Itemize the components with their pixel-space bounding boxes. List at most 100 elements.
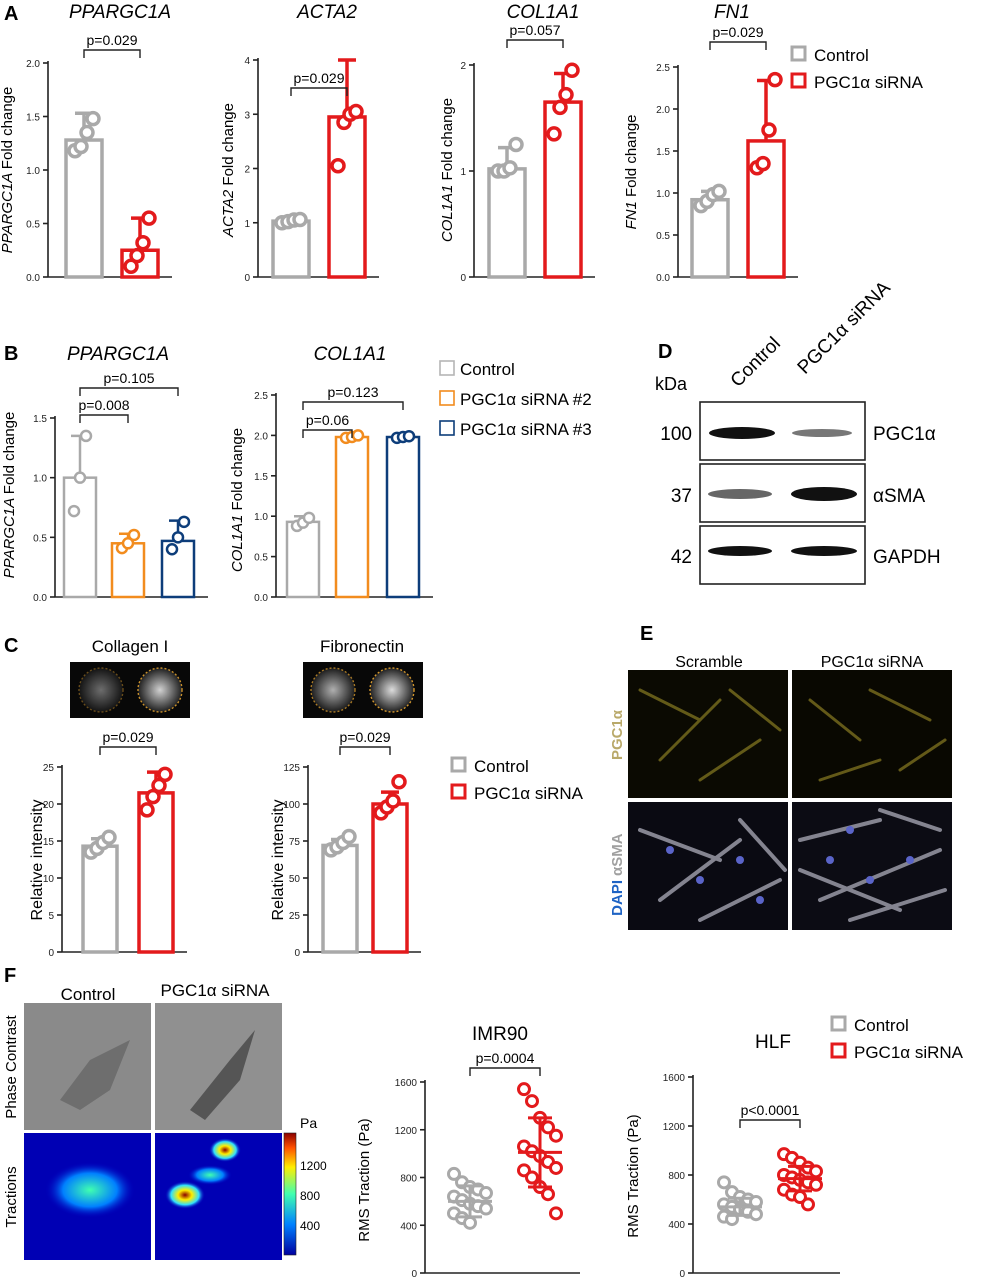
- y-tick-label: 1: [244, 219, 250, 230]
- colorbar-unit: Pa: [300, 1115, 317, 1131]
- blot-mw-42: 42: [671, 547, 692, 568]
- data-point: [157, 766, 173, 783]
- if-cells-yellow: [638, 688, 947, 782]
- data-point: [73, 138, 89, 155]
- panel-letter-a: A: [4, 3, 18, 25]
- bar: [137, 791, 175, 954]
- y-tick-label: 3: [244, 110, 250, 121]
- chart-title: HLF: [755, 1032, 791, 1053]
- data-point: [79, 429, 93, 443]
- data-point: [151, 777, 167, 794]
- data-point: [139, 802, 155, 818]
- y-tick-label: 2.0: [26, 59, 40, 70]
- data-point: [73, 471, 87, 484]
- chart-a-acta2: 0 1 2 3 4 ACTA2 ACTA2 Fold change p=0.029: [220, 2, 379, 284]
- chart-c-collagen: 0 5 10 15 20 25 Relative intensity p=0.029: [29, 729, 187, 959]
- y-tick-label: 1200: [663, 1122, 686, 1133]
- data-point: [525, 1170, 539, 1185]
- legend-swatch-sirna: [830, 1042, 847, 1059]
- y-axis-label: FN1 Fold change: [623, 114, 640, 229]
- data-point: [479, 1186, 493, 1201]
- tfm-col-control: Control: [61, 985, 116, 1004]
- legend-label-sirna: PGC1α siRNA: [854, 1043, 964, 1062]
- significance-bracket: [79, 414, 129, 423]
- data-point: [85, 110, 101, 127]
- y-axis-label: PPARGC1A Fold change: [1, 412, 18, 579]
- traction-hotspot: [165, 1181, 205, 1209]
- bar: [64, 138, 104, 279]
- y-tick-label: 1600: [395, 1078, 418, 1089]
- chart-title: ACTA2: [296, 2, 357, 23]
- data-point: [463, 1215, 477, 1230]
- data-point: [558, 86, 574, 103]
- panel-letter-b: B: [4, 343, 18, 365]
- y-tick-label: 1600: [663, 1073, 686, 1084]
- panel-letter-e: E: [640, 623, 653, 645]
- panel-letter-f: F: [4, 965, 16, 987]
- panel-letter-d: D: [658, 341, 672, 363]
- y-axis-label: ACTA2 Fold change: [220, 103, 237, 238]
- legend-label-control: Control: [474, 757, 529, 776]
- colorbar-tick: 800: [300, 1189, 320, 1203]
- data-point: [165, 543, 179, 556]
- data-point: [330, 158, 346, 174]
- data-point: [552, 99, 568, 116]
- chart-b-col1a1: 0.0 0.5 1.0 1.5 2.0 2.5 COL1A1 COL1A1 Fold chan…: [229, 344, 433, 604]
- dot-control: [310, 667, 356, 713]
- y-tick-label: 5: [48, 911, 54, 922]
- colorbar-tick: 1200: [300, 1159, 327, 1173]
- if-row-pgc1a: PGC1α: [609, 709, 626, 760]
- chart-title: COL1A1: [314, 344, 387, 365]
- data-point: [121, 537, 135, 550]
- y-tick-label: 2.0: [656, 105, 670, 116]
- chart-b-ppargc1a: 0.0 0.5 1.0 1.5 PPARGC1A PPARGC1A Fold change…: [1, 344, 208, 604]
- p-value-label: p=0.029: [340, 729, 391, 745]
- y-tick-label: 0: [460, 273, 466, 284]
- chart-a-col1a1: 0 1 2 COL1A1 COL1A1 Fold change p=0.057: [439, 2, 595, 284]
- if-image-pgc1a-scramble: [628, 670, 788, 798]
- legend-label-sirna3: PGC1α siRNA #3: [460, 420, 592, 439]
- y-tick-label: 1.5: [26, 113, 40, 124]
- bar: [110, 542, 146, 599]
- y-tick-label: 1.0: [254, 512, 268, 523]
- tfm-row-phase: Phase Contrast: [3, 1014, 20, 1118]
- y-tick-label: 2.5: [254, 391, 268, 402]
- blot-kda-label: kDa: [655, 374, 688, 394]
- chart-c-fibronectin: 0 25 50 75 100 125 Relative intensity p=0.029: [270, 729, 421, 959]
- band: [791, 546, 857, 556]
- y-tick-label: 1.5: [33, 414, 47, 425]
- phase-image-sirna: [155, 1003, 282, 1130]
- y-tick-label: 100: [283, 800, 300, 811]
- blot-col-control: Control: [727, 333, 785, 391]
- significance-bracket: [302, 429, 353, 438]
- significance-bracket: [739, 1119, 801, 1128]
- y-tick-label: 1.0: [33, 474, 47, 485]
- traction-hotspot: [188, 1165, 232, 1185]
- significance-bracket: [339, 746, 391, 755]
- data-point: [129, 247, 145, 264]
- y-tick-label: 0.5: [254, 553, 268, 564]
- data-point: [761, 122, 777, 138]
- chart-title: PPARGC1A: [67, 344, 169, 365]
- y-tick-label: 1.5: [254, 472, 268, 483]
- p-value-label: p=0.123: [328, 384, 379, 400]
- chart-title: COL1A1: [507, 2, 580, 23]
- y-tick-label: 10: [43, 874, 55, 885]
- y-tick-label: 0.5: [26, 220, 40, 231]
- chart-f-hlf: 0 400 800 1200 1600 HLF RMS Traction (Pa) p<0.0…: [625, 1032, 840, 1280]
- y-tick-label: 0.5: [33, 533, 47, 544]
- p-value-label: p=0.008: [79, 397, 130, 413]
- bar: [487, 167, 527, 279]
- p-value-label: p<0.0001: [741, 1102, 800, 1118]
- western-blot: Control PGC1α siRNA kDa 100 37 42 PGC1α …: [655, 277, 941, 585]
- y-tick-label: 0.0: [656, 273, 670, 284]
- data-point: [351, 429, 365, 442]
- bar: [81, 844, 119, 954]
- legend-swatch-control: [450, 756, 467, 773]
- legend-label-control: Control: [814, 46, 869, 65]
- significance-bracket: [302, 401, 404, 410]
- data-point: [141, 210, 157, 226]
- y-tick-label: 1.0: [656, 189, 670, 200]
- significance-bracket: [506, 39, 564, 48]
- legend-a: Control PGC1α siRNA: [790, 45, 924, 92]
